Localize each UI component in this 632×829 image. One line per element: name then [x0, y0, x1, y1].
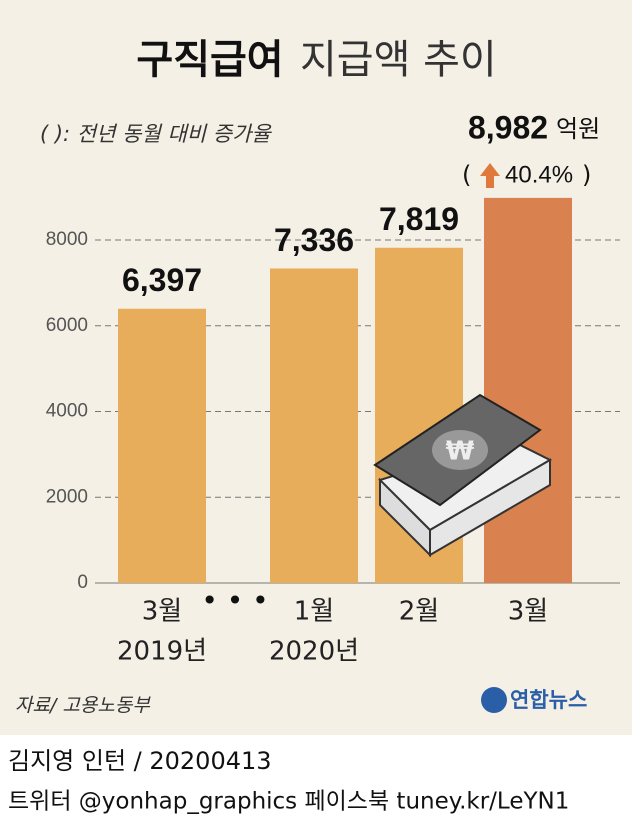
- annotation-text: 40.4%: [505, 161, 573, 188]
- source: 자료/ 고용노동부: [15, 695, 151, 717]
- x-tick-label: 3월: [142, 597, 182, 627]
- up-arrow: [480, 163, 500, 188]
- svg-text:₩: ₩: [446, 437, 475, 467]
- y-tick-label: 4000: [46, 401, 88, 422]
- value-label: 6,397: [122, 262, 202, 298]
- year-label: 2020년: [269, 637, 359, 667]
- unit-label: 억원: [556, 115, 600, 143]
- money-icon: ₩: [373, 393, 553, 558]
- year-label: 2019년: [117, 637, 207, 667]
- bar: [484, 197, 572, 584]
- social: 트위터 @yonhap_graphics 페이스북 tuney.kr/LeYN1: [8, 789, 569, 815]
- value-label: 7,819: [379, 201, 459, 237]
- y-tick-label: 8000: [46, 229, 88, 250]
- ellipsis-dots: • • •: [201, 584, 268, 617]
- x-tick-label: 1월: [294, 597, 334, 627]
- y-tick-label: 0: [77, 572, 88, 593]
- x-tick-label: 2월: [399, 597, 439, 627]
- annotation-open: (: [462, 161, 471, 189]
- bar: [118, 308, 206, 583]
- annotation-close: ): [582, 161, 591, 189]
- y-tick-label: 2000: [46, 486, 88, 507]
- bar: [270, 268, 358, 583]
- y-tick-label: 6000: [46, 315, 88, 336]
- x-tick-label: 3월: [508, 597, 548, 627]
- chart-title-bold: 구직급여: [136, 37, 283, 83]
- logo-icon: [481, 687, 507, 713]
- note: ( ): 전년 동월 대비 증가율: [40, 122, 272, 146]
- credit: 김지영 인턴 / 20200413: [8, 747, 272, 775]
- value-label: 7,336: [274, 222, 354, 258]
- chart-title-rest: 지급액 추이: [300, 37, 497, 83]
- logo: 연합뉴스: [510, 688, 587, 712]
- value-label: 8,982: [468, 109, 548, 145]
